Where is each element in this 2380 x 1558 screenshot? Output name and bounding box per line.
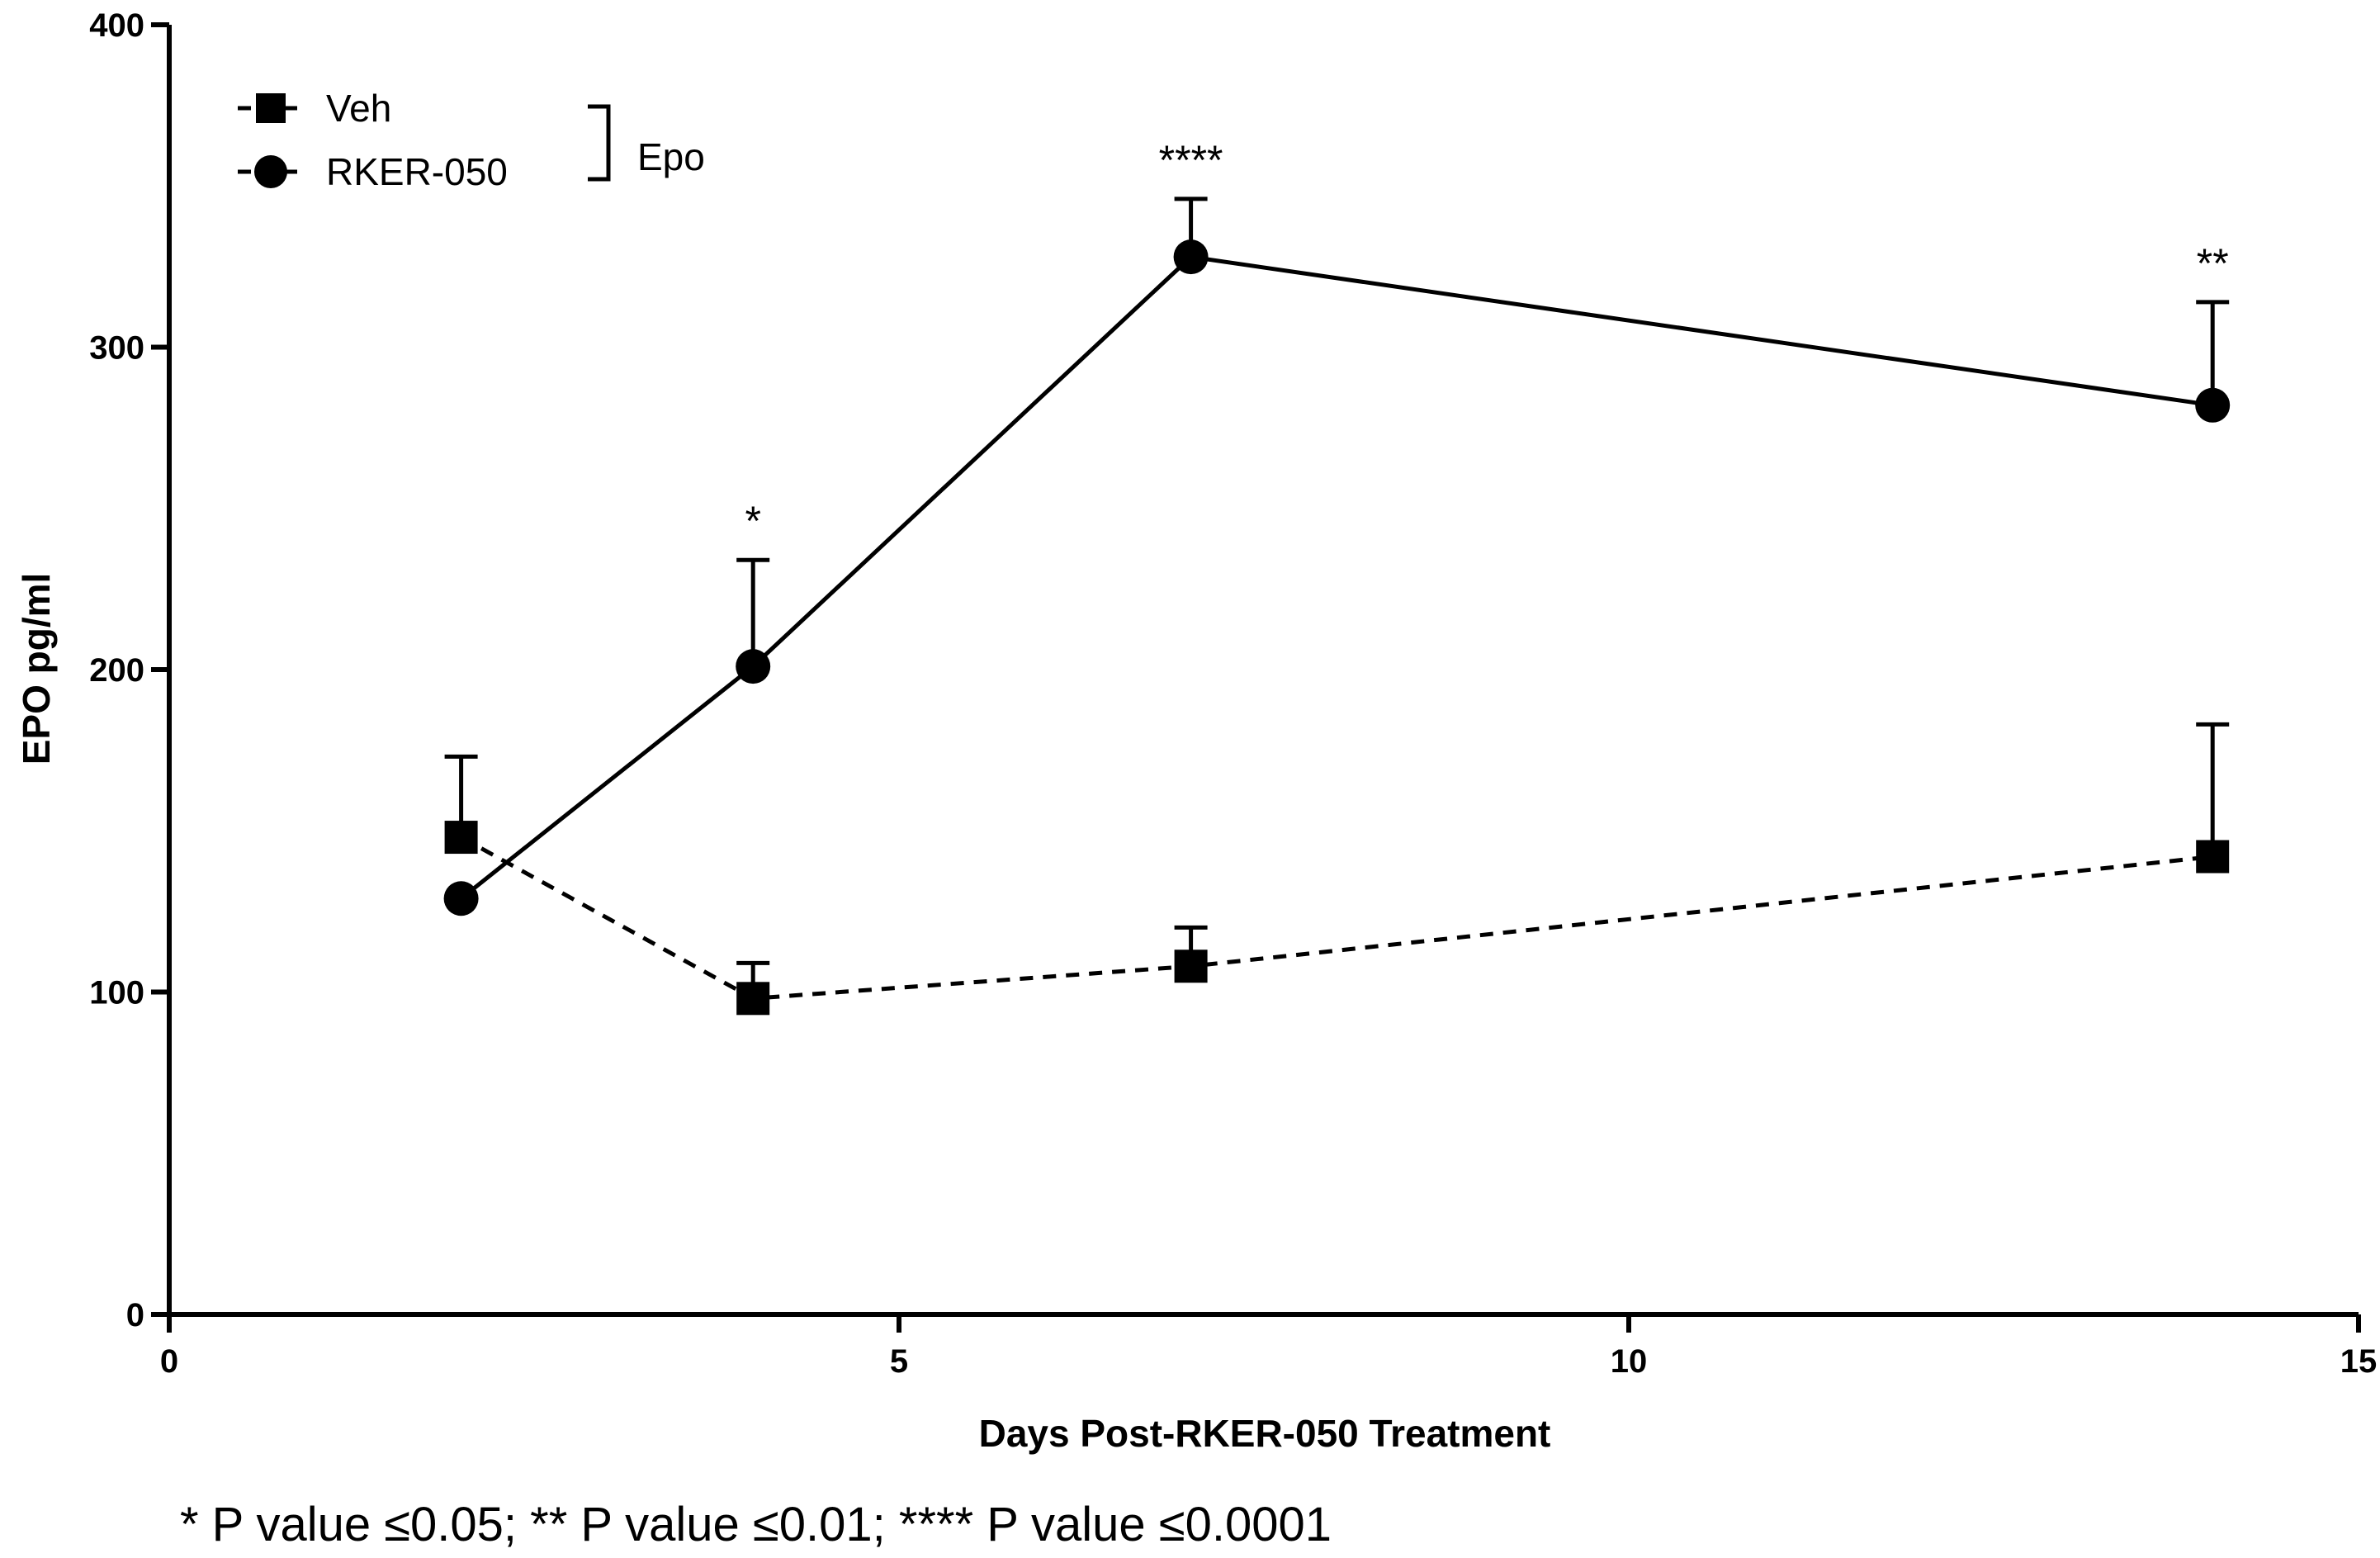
legend: Veh RKER-050 Epo: [238, 87, 705, 193]
x-tick-label: 10: [1611, 1343, 1648, 1380]
significance-footnote: * P value ≤0.05; ** P value ≤0.01; **** …: [180, 1498, 1332, 1551]
x-tick-label: 0: [160, 1343, 178, 1380]
y-tick-label: 200: [89, 652, 144, 689]
rker-050-point: [1173, 239, 1209, 275]
veh-point: [1174, 949, 1208, 983]
axes: 0 100 200 300 400 0 5 10 15: [89, 7, 2377, 1380]
veh-point: [444, 821, 478, 855]
veh-point: [736, 982, 770, 1016]
significance-label: *: [745, 498, 760, 544]
significance-labels: *******: [745, 137, 2228, 544]
legend-veh-marker: [256, 93, 286, 123]
legend-group-label: Epo: [637, 135, 705, 178]
significance-label: ****: [1159, 137, 1223, 183]
error-bars: [444, 197, 2230, 999]
legend-veh-label: Veh: [326, 87, 391, 130]
y-axis-label: EPO pg/ml: [15, 573, 58, 765]
veh-point: [2196, 840, 2230, 874]
y-tick-label: 0: [126, 1297, 144, 1333]
y-tick-label: 400: [89, 7, 144, 44]
x-tick-label: 15: [2340, 1343, 2378, 1380]
series-lines: [460, 254, 2213, 1001]
y-tick-label: 300: [89, 330, 144, 367]
significance-label: **: [2197, 240, 2229, 287]
veh-line: [460, 835, 2213, 1001]
rker-050-line: [460, 254, 2213, 901]
legend-rker-label: RKER-050: [326, 150, 508, 193]
y-tick-label: 100: [89, 975, 144, 1011]
x-axis-label: Days Post-RKER-050 Treatment: [979, 1412, 1551, 1455]
data-markers: [443, 239, 2231, 1016]
x-tick-label: 5: [890, 1343, 908, 1380]
rker-050-point: [443, 881, 479, 916]
rker-050-point: [2195, 387, 2231, 423]
rker-050-point: [736, 649, 771, 684]
legend-rker-marker: [254, 155, 287, 188]
legend-bracket: [588, 104, 611, 182]
